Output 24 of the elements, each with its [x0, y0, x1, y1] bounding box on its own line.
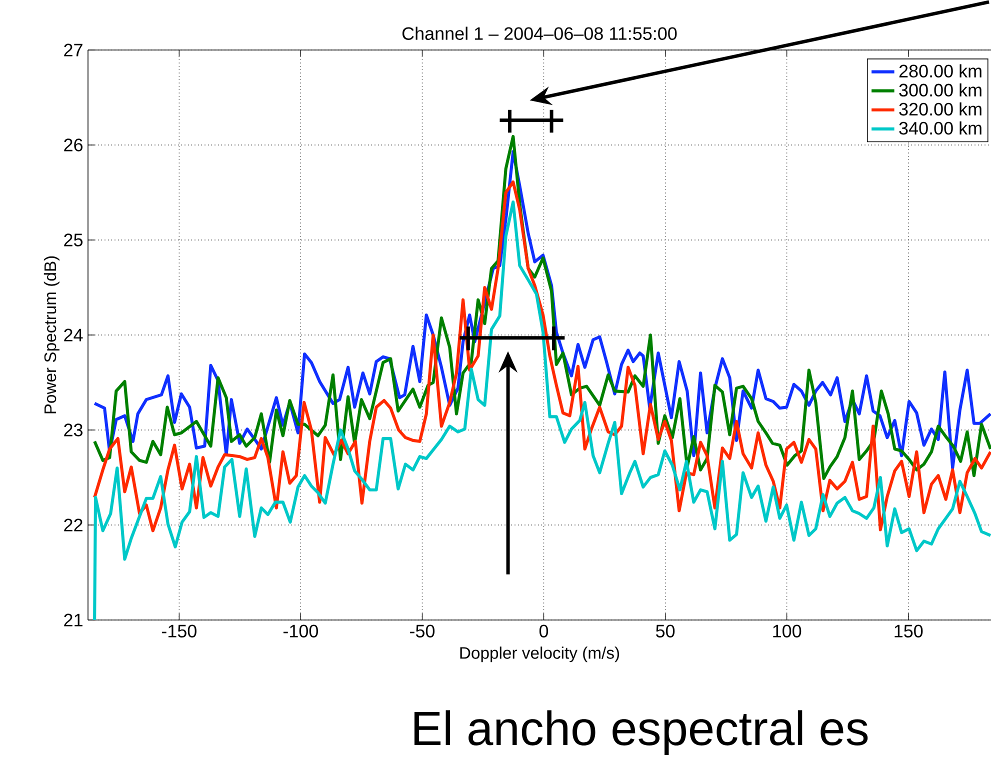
- y-tick-label: 27: [64, 44, 82, 56]
- line-series: [93, 200, 991, 620]
- y-tick-label: 25: [64, 234, 83, 246]
- y-axis-title: Power Spectrum (dB): [44, 256, 60, 414]
- y-tick-label: 23: [64, 424, 82, 436]
- legend-label: 300.00 km: [899, 83, 982, 97]
- x-tick-label: -100: [283, 624, 318, 638]
- x-tick-label: -50: [410, 624, 435, 638]
- x-tick-label: 0: [539, 624, 548, 638]
- y-tick-label: 22: [64, 518, 82, 532]
- legend-label: 320.00 km: [899, 102, 982, 116]
- y-tick-label: 26: [64, 138, 82, 152]
- x-tick-label: 150: [894, 624, 923, 638]
- y-tick-label: 21: [64, 614, 82, 626]
- line-series: [93, 180, 991, 532]
- legend-label: 340.00 km: [899, 121, 982, 135]
- text: El ancho espectral es: [414, 710, 868, 755]
- x-tick-label: 100: [773, 624, 802, 638]
- x-tick-label: 50: [656, 624, 675, 638]
- chart-title: Channel 1 – 2004–06–08 11:55:00: [402, 26, 677, 40]
- x-axis-title: Doppler velocity (m/s): [460, 646, 620, 662]
- y-tick-label: 24: [64, 328, 83, 342]
- x-tick-label: -150: [162, 624, 196, 638]
- legend-label: 280.00 km: [899, 64, 982, 78]
